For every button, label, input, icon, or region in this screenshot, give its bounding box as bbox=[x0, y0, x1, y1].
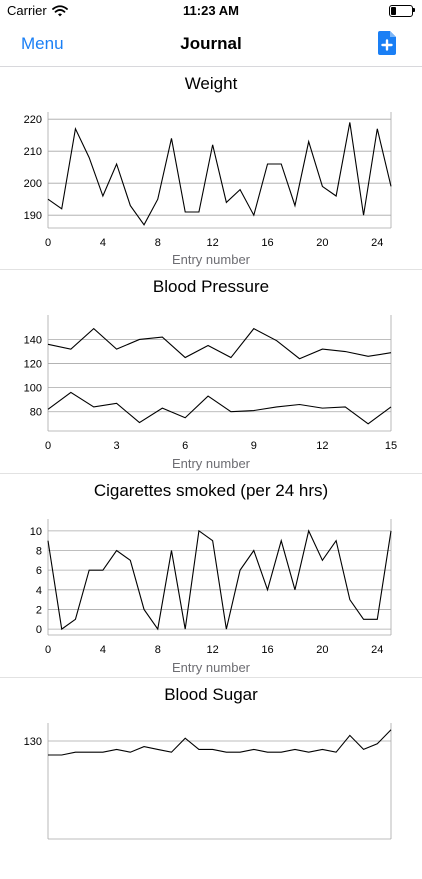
y-tick-label: 0 bbox=[36, 624, 42, 636]
x-tick-label: 3 bbox=[114, 440, 120, 452]
blood-pressure-chart: Blood Pressure 80 100 120 140 0 3 6 9 12 15 Entry… bbox=[0, 277, 422, 474]
y-tick-label: 200 bbox=[24, 178, 42, 190]
x-tick-label: 20 bbox=[316, 237, 328, 249]
y-tick-label: 140 bbox=[24, 334, 42, 346]
y-tick-label: 130 bbox=[24, 736, 42, 748]
x-tick-label: 15 bbox=[385, 440, 397, 452]
x-tick-label: 6 bbox=[182, 440, 188, 452]
x-tick-label: 12 bbox=[207, 237, 219, 249]
x-tick-label: 9 bbox=[251, 440, 257, 452]
series-line bbox=[47, 391, 392, 425]
series-line bbox=[47, 122, 392, 226]
chart-divider bbox=[0, 269, 422, 270]
x-axis-label-blood-pressure: Entry number bbox=[171, 456, 251, 471]
x-tick-label: 20 bbox=[316, 644, 328, 656]
y-tick-label: 120 bbox=[24, 359, 42, 371]
chart-title-weight: Weight bbox=[184, 74, 238, 93]
navigation-bar: Menu Journal bbox=[0, 22, 422, 67]
x-tick-label: 16 bbox=[261, 237, 273, 249]
carrier-label: Carrier bbox=[7, 3, 47, 18]
blood-sugar-chart: Blood Sugar 130 bbox=[0, 685, 422, 840]
blood-sugar-plot: 130 bbox=[24, 723, 392, 840]
x-axis-label-weight: Entry number bbox=[171, 252, 251, 267]
chart-divider bbox=[0, 473, 422, 474]
x-axis-label-cigarettes: Entry number bbox=[171, 660, 251, 675]
weight-plot: 190 200 210 220 0 4 8 12 16 20 24 bbox=[24, 112, 392, 249]
x-tick-label: 12 bbox=[316, 440, 328, 452]
chart-divider bbox=[0, 677, 422, 678]
series-line bbox=[48, 729, 392, 756]
x-tick-label: 4 bbox=[100, 644, 106, 656]
blood-pressure-plot: 80 100 120 140 0 3 6 9 12 15 bbox=[24, 315, 397, 452]
y-tick-label: 8 bbox=[36, 546, 42, 558]
x-tick-label: 16 bbox=[261, 644, 273, 656]
weight-chart: Weight 190 200 210 220 0 4 8 12 16 20 24 Entry num… bbox=[0, 74, 422, 270]
cigarettes-chart: Cigarettes smoked (per 24 hrs) 0 2 4 6 8 10 0 4… bbox=[0, 481, 422, 678]
y-tick-label: 190 bbox=[24, 210, 42, 222]
x-tick-label: 24 bbox=[371, 237, 383, 249]
chart-title-blood-pressure: Blood Pressure bbox=[152, 277, 270, 296]
battery-icon bbox=[389, 5, 413, 17]
y-tick-label: 220 bbox=[24, 114, 42, 126]
chart-title-blood-sugar: Blood Sugar bbox=[164, 685, 258, 704]
y-tick-label: 210 bbox=[24, 146, 42, 158]
y-tick-label: 4 bbox=[36, 585, 42, 597]
chart-title-cigarettes: Cigarettes smoked (per 24 hrs) bbox=[93, 481, 329, 500]
add-document-icon[interactable] bbox=[376, 30, 398, 61]
status-bar: Carrier 11:23 AM bbox=[0, 0, 422, 22]
status-time: 11:23 AM bbox=[183, 3, 239, 18]
y-tick-label: 2 bbox=[36, 604, 42, 616]
x-tick-label: 0 bbox=[45, 440, 51, 452]
menu-button[interactable]: Menu bbox=[21, 34, 64, 53]
x-tick-label: 0 bbox=[45, 237, 51, 249]
series-line bbox=[47, 327, 392, 360]
page-title: Journal bbox=[180, 34, 242, 53]
y-tick-label: 6 bbox=[36, 565, 42, 577]
y-tick-label: 100 bbox=[24, 383, 42, 395]
wifi-icon bbox=[52, 4, 68, 22]
x-tick-label: 4 bbox=[100, 237, 106, 249]
x-tick-label: 12 bbox=[207, 644, 219, 656]
y-tick-label: 80 bbox=[30, 407, 42, 419]
x-tick-label: 8 bbox=[155, 237, 161, 249]
x-tick-label: 24 bbox=[371, 644, 383, 656]
y-tick-label: 10 bbox=[30, 526, 42, 538]
x-tick-label: 0 bbox=[45, 644, 51, 656]
battery-tip bbox=[413, 8, 415, 12]
series-line bbox=[47, 529, 392, 631]
x-tick-label: 8 bbox=[155, 644, 161, 656]
